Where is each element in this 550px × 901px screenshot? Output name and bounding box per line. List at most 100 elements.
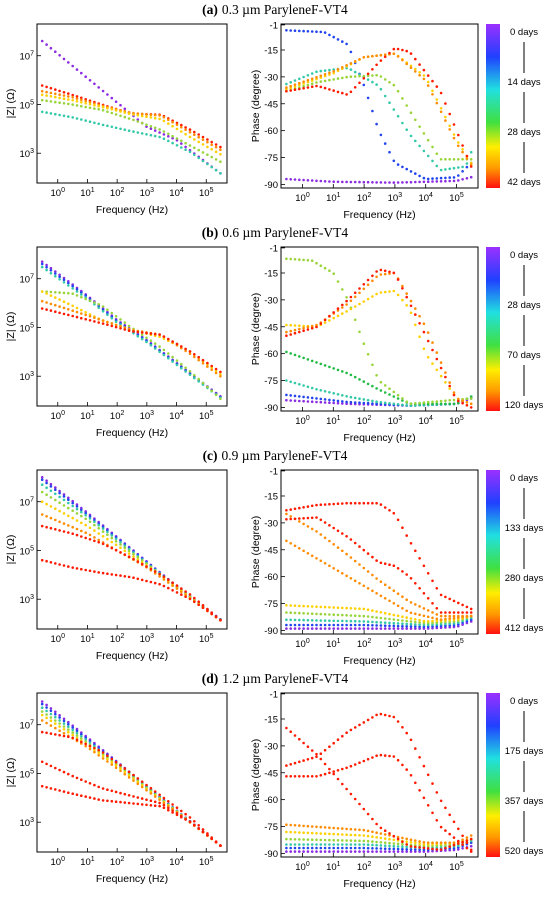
data-point — [319, 322, 323, 325]
data-point — [439, 611, 443, 614]
data-point — [45, 43, 48, 46]
data-point — [167, 139, 170, 143]
data-point — [319, 179, 323, 183]
data-point — [88, 782, 92, 785]
data-point — [418, 73, 421, 77]
data-point — [54, 715, 57, 719]
data-point — [469, 837, 473, 841]
data-point — [336, 846, 340, 850]
data-point — [388, 621, 391, 625]
data-point — [371, 363, 374, 367]
data-point — [362, 828, 366, 832]
data-point — [180, 587, 183, 590]
data-point — [188, 820, 192, 824]
y-tick-label: -75 — [264, 599, 278, 610]
data-point — [366, 278, 370, 282]
data-point — [341, 532, 344, 535]
x-tick-label-base: 10 — [140, 634, 151, 645]
data-point — [371, 847, 374, 850]
phase-series — [285, 604, 473, 623]
data-point — [40, 265, 44, 269]
data-point — [149, 113, 153, 116]
data-point — [375, 181, 378, 184]
data-point — [362, 300, 366, 303]
data-point — [298, 327, 301, 331]
y-tick-label: -90 — [264, 403, 278, 414]
data-point — [201, 606, 205, 610]
data-point — [62, 94, 66, 97]
data-point — [193, 596, 196, 600]
data-point — [422, 592, 426, 595]
data-point — [58, 733, 61, 737]
data-point — [349, 619, 353, 623]
data-point — [162, 337, 166, 340]
data-point — [431, 782, 434, 785]
data-point — [349, 850, 353, 853]
data-point — [302, 75, 305, 79]
data-point — [435, 621, 439, 624]
x-tick-label-exp: 0 — [61, 633, 65, 640]
data-point — [127, 329, 131, 333]
data-point — [448, 611, 452, 614]
data-point — [193, 133, 196, 136]
phase-series — [285, 175, 473, 184]
data-point — [306, 775, 310, 778]
data-point — [366, 829, 370, 833]
data-point — [40, 478, 44, 482]
data-point — [193, 823, 196, 827]
data-point — [345, 843, 348, 846]
data-point — [214, 150, 218, 154]
data-point — [383, 754, 387, 757]
data-point — [71, 516, 74, 520]
data-point — [349, 556, 353, 559]
data-point — [197, 148, 200, 152]
data-point — [285, 89, 288, 93]
data-point — [119, 318, 122, 321]
data-point — [71, 499, 74, 503]
data-point — [349, 75, 353, 78]
impedance-axes-frame — [36, 246, 228, 407]
data-point — [97, 104, 100, 108]
data-point — [149, 799, 153, 802]
data-point — [289, 837, 293, 841]
data-point — [67, 722, 70, 726]
data-point — [54, 100, 57, 104]
x-tick-label-base: 10 — [169, 188, 180, 199]
data-point — [71, 96, 74, 99]
data-point — [392, 511, 396, 515]
data-point — [465, 404, 469, 407]
data-point — [362, 342, 366, 346]
data-point — [184, 595, 187, 598]
data-point — [375, 843, 378, 847]
x-tick-label-exp: 4 — [429, 415, 433, 422]
data-point — [409, 66, 413, 69]
data-point — [201, 604, 205, 607]
data-point — [114, 540, 118, 543]
data-point — [358, 74, 361, 78]
data-point — [444, 849, 447, 852]
data-point — [88, 299, 92, 303]
data-point — [414, 627, 417, 630]
data-point — [426, 850, 430, 853]
data-point — [426, 356, 430, 359]
data-point — [93, 320, 96, 323]
data-point — [431, 180, 434, 183]
data-point — [293, 353, 297, 357]
data-point — [93, 303, 96, 306]
data-point — [119, 110, 122, 113]
data-point — [302, 399, 305, 403]
data-point — [214, 371, 218, 375]
data-point — [341, 312, 344, 315]
data-point — [97, 317, 100, 321]
data-point — [136, 131, 140, 134]
y-tick-label-exp: 5 — [30, 545, 34, 552]
data-point — [167, 352, 170, 355]
phase-series — [285, 257, 473, 406]
data-point — [362, 759, 366, 763]
data-point — [106, 537, 109, 541]
x-tick-label-base: 10 — [449, 416, 460, 427]
data-point — [315, 843, 318, 846]
data-point — [62, 281, 66, 284]
data-point — [362, 501, 366, 505]
x-tick-label-base: 10 — [418, 862, 429, 873]
